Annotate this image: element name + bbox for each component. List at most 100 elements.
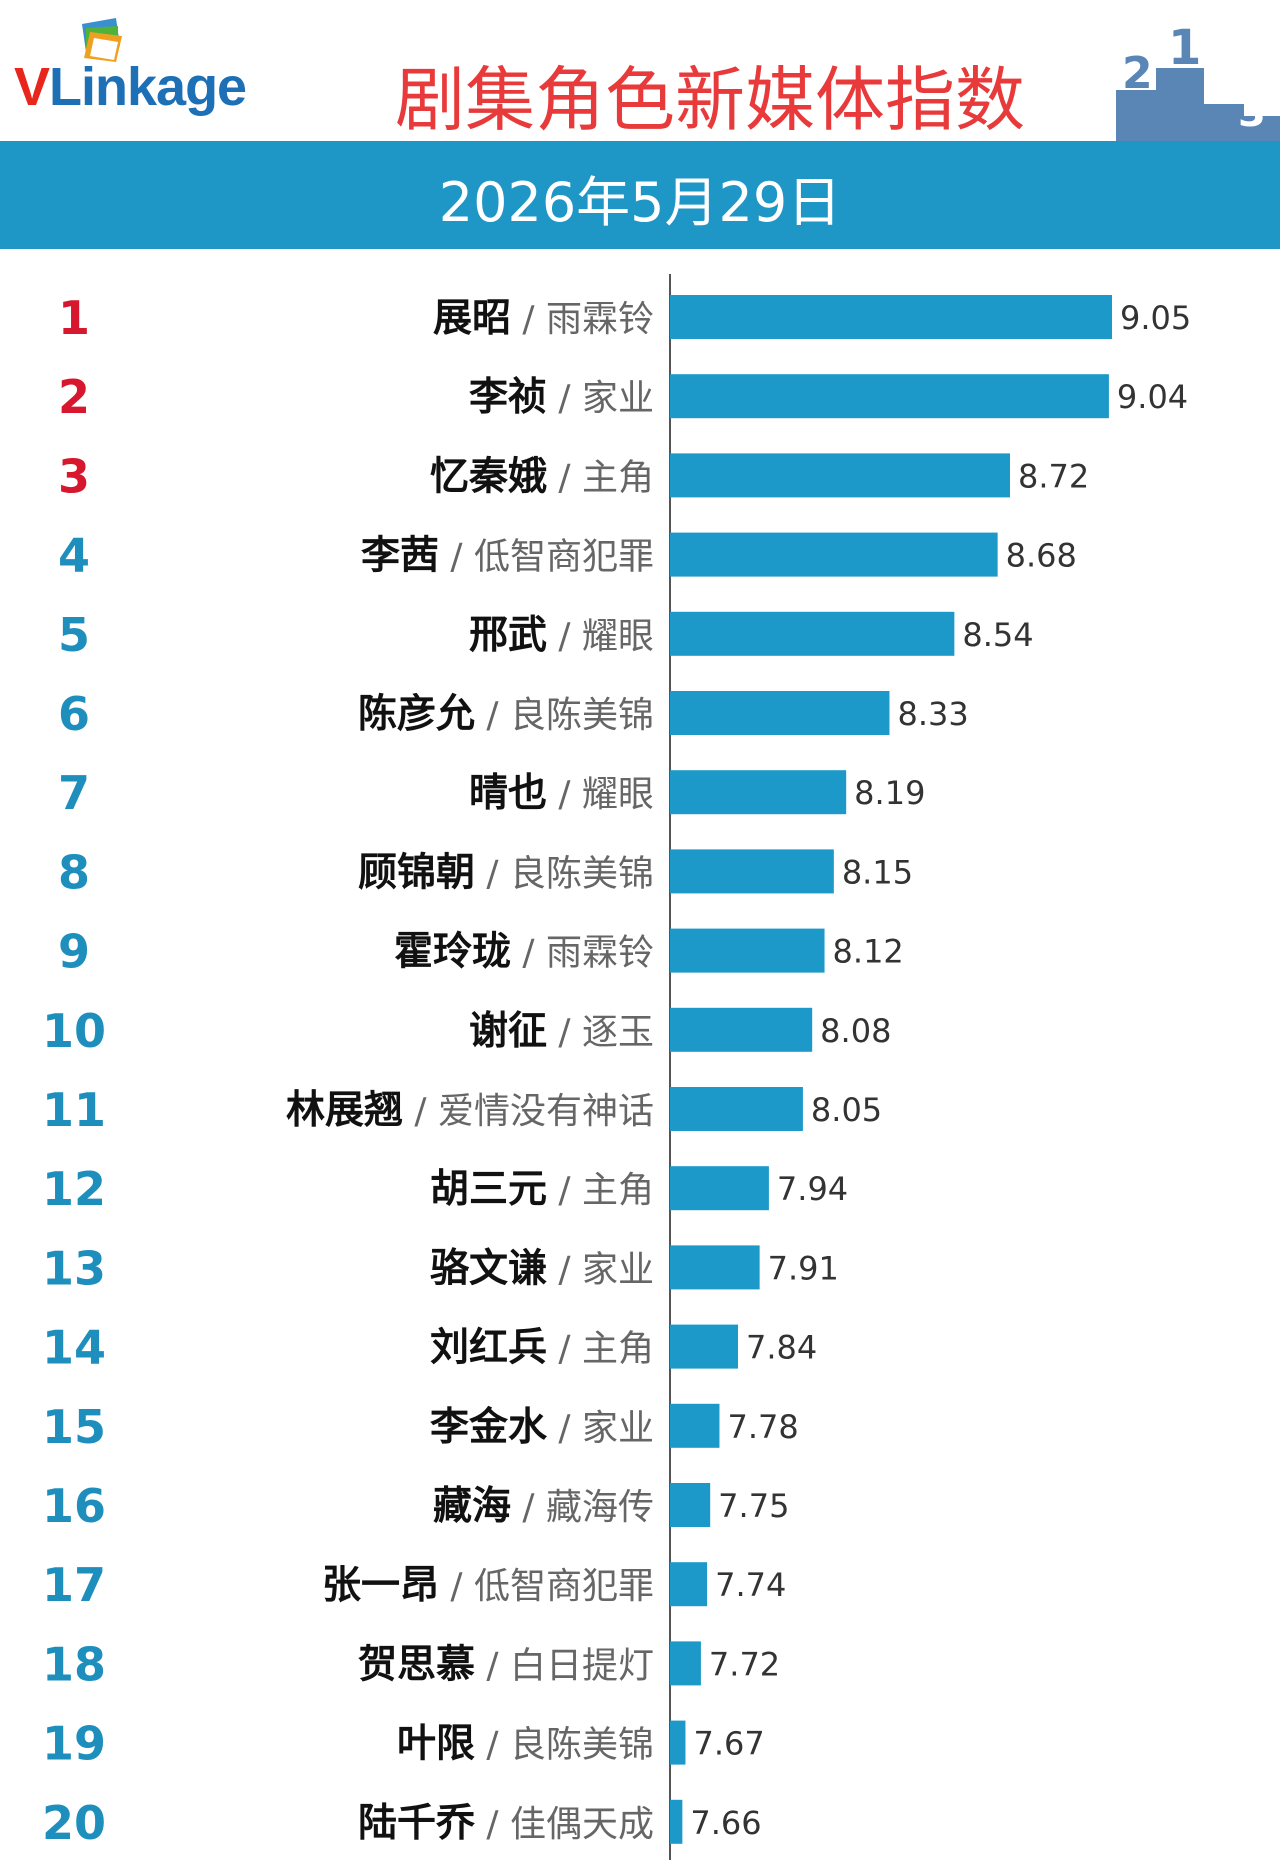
chart-row: 2 李祯 / 家业 9.04 <box>58 370 1188 424</box>
bar <box>670 374 1109 419</box>
character-name: 刘红兵 <box>430 1326 547 1371</box>
value-label: 8.15 <box>842 853 913 891</box>
value-label: 7.84 <box>746 1329 817 1367</box>
label-separator: / <box>547 1249 582 1290</box>
bar <box>670 1403 720 1448</box>
chart-row: 12 胡三元 / 主角 7.94 <box>42 1162 848 1216</box>
bar-label: 顾锦朝 / 良陈美锦 <box>358 850 654 895</box>
label-separator: / <box>439 1566 474 1607</box>
bar-label: 林展翘 / 爱情没有神话 <box>286 1088 654 1133</box>
show-name: 爱情没有神话 <box>438 1091 654 1132</box>
bar-label: 贺思慕 / 白日提灯 <box>358 1642 654 1687</box>
label-separator: / <box>475 853 510 894</box>
rank-number: 8 <box>58 845 90 899</box>
bar-label: 晴也 / 耀眼 <box>469 771 654 816</box>
show-name: 白日提灯 <box>510 1645 654 1686</box>
show-name: 耀眼 <box>582 616 654 657</box>
label-separator: / <box>511 933 546 974</box>
bar-label: 叶限 / 良陈美锦 <box>397 1722 654 1767</box>
label-separator: / <box>475 1645 510 1686</box>
label-separator: / <box>547 1012 582 1053</box>
chart-row: 14 刘红兵 / 主角 7.84 <box>42 1321 817 1375</box>
show-name: 逐玉 <box>582 1012 654 1053</box>
header: VLinkage 剧集角色新媒体指数 2 1 3 <box>0 0 1280 142</box>
value-label: 7.78 <box>727 1408 798 1446</box>
character-name: 李茜 <box>361 534 439 579</box>
bar-label: 陈彦允 / 良陈美锦 <box>358 692 654 737</box>
character-name: 张一昂 <box>322 1563 439 1608</box>
bar <box>670 1483 711 1527</box>
value-label: 8.33 <box>897 695 968 733</box>
value-label: 8.68 <box>1006 537 1077 575</box>
show-name: 良陈美锦 <box>510 695 654 736</box>
value-label: 8.54 <box>962 616 1033 654</box>
bar <box>670 1087 803 1131</box>
value-label: 7.66 <box>690 1804 761 1842</box>
chart-row: 13 骆文谦 / 家业 7.91 <box>42 1241 839 1295</box>
character-name: 邢武 <box>469 613 547 658</box>
character-name: 晴也 <box>469 771 547 816</box>
bar <box>670 849 834 894</box>
rank-number: 9 <box>58 925 90 979</box>
podium-label-2: 2 <box>1122 48 1153 99</box>
bar <box>670 1641 701 1686</box>
value-label: 8.19 <box>854 774 925 812</box>
label-separator: / <box>547 1329 582 1370</box>
podium-label-1: 1 <box>1168 20 1201 76</box>
character-name: 藏海 <box>433 1484 511 1529</box>
rank-number: 19 <box>42 1717 106 1771</box>
value-label: 7.74 <box>715 1566 786 1604</box>
character-name: 叶限 <box>397 1722 475 1767</box>
bar <box>670 770 847 815</box>
bar <box>670 1166 769 1211</box>
rank-number: 6 <box>58 687 90 741</box>
rank-number: 2 <box>58 370 90 424</box>
rank-number: 10 <box>42 1004 106 1058</box>
label-separator: / <box>439 537 474 578</box>
rank-number: 14 <box>42 1321 106 1375</box>
rank-number: 12 <box>42 1162 106 1216</box>
character-name: 贺思慕 <box>358 1642 475 1687</box>
value-label: 7.75 <box>718 1487 789 1525</box>
show-name: 佳偶天成 <box>510 1804 654 1845</box>
bar <box>670 1324 738 1369</box>
logo-text: VLinkage <box>14 57 247 117</box>
label-separator: / <box>547 457 582 498</box>
show-name: 家业 <box>582 1408 654 1449</box>
bar-label: 李金水 / 家业 <box>430 1405 654 1450</box>
chart-row: 20 陆千乔 / 佳偶天成 7.66 <box>42 1796 762 1850</box>
rank-number: 1 <box>58 291 90 345</box>
date-label: 2026年5月29日 <box>438 171 842 234</box>
chart-row: 6 陈彦允 / 良陈美锦 8.33 <box>58 687 969 741</box>
chart-row: 4 李茜 / 低智商犯罪 8.68 <box>58 529 1077 583</box>
value-label: 8.12 <box>833 933 904 971</box>
show-name: 家业 <box>582 1249 654 1290</box>
show-name: 主角 <box>582 1329 654 1370</box>
label-separator: / <box>547 1408 582 1449</box>
label-separator: / <box>475 695 510 736</box>
label-separator: / <box>547 1170 582 1211</box>
label-separator: / <box>547 616 582 657</box>
character-name: 陆千乔 <box>358 1801 475 1846</box>
bar-label: 骆文谦 / 家业 <box>430 1246 654 1291</box>
bar-label: 霍玲珑 / 雨霖铃 <box>394 930 654 975</box>
bar <box>670 1007 813 1052</box>
character-name: 李金水 <box>430 1405 548 1450</box>
bar <box>670 532 998 577</box>
bar-label: 藏海 / 藏海传 <box>433 1484 654 1529</box>
show-name: 主角 <box>582 1170 654 1211</box>
character-name: 陈彦允 <box>358 692 475 737</box>
rank-number: 18 <box>42 1637 106 1691</box>
podium-label-3: 3 <box>1238 90 1266 136</box>
bar-label: 李祯 / 家业 <box>469 375 654 420</box>
bar-label: 张一昂 / 低智商犯罪 <box>322 1563 654 1608</box>
show-name: 低智商犯罪 <box>474 1566 654 1607</box>
chart-row: 17 张一昂 / 低智商犯罪 7.74 <box>42 1558 786 1612</box>
character-name: 展昭 <box>433 296 511 341</box>
chart-rows: 1 展昭 / 雨霖铃 9.05 2 李祯 / 家业 9.04 3 忆秦娥 / 主角 8.72 4 李… <box>42 291 1191 1850</box>
label-separator: / <box>547 378 582 419</box>
bar-label: 谢征 / 逐玉 <box>469 1009 654 1054</box>
chart-row: 16 藏海 / 藏海传 7.75 <box>42 1479 789 1533</box>
podium-icon: 2 1 3 <box>1116 20 1280 142</box>
